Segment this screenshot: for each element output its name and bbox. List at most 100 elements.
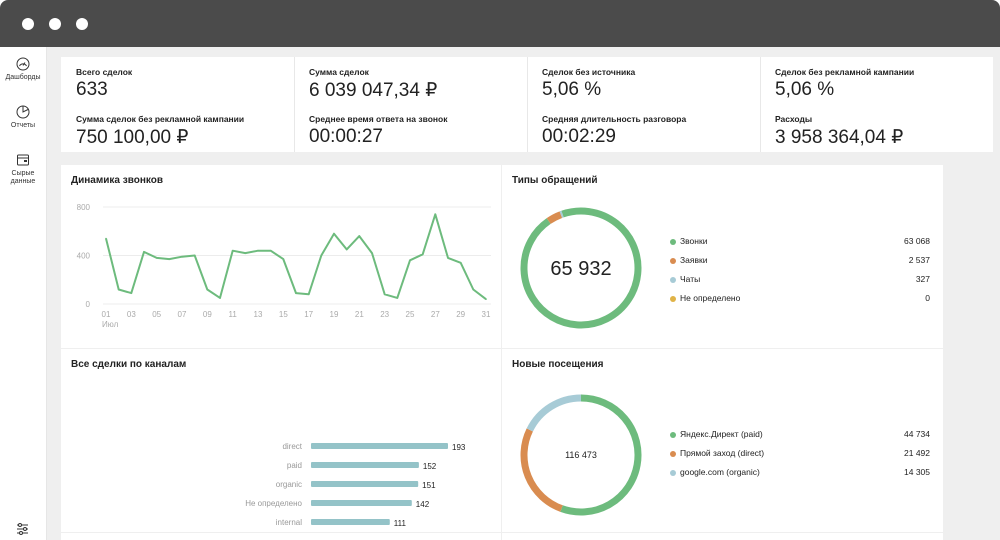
kpi-value: 633 (76, 79, 108, 100)
donut-center-total: 116 473 (565, 450, 597, 460)
calls-point (105, 237, 107, 240)
legend-value: 2 537 (908, 255, 930, 265)
kpi-label: Сделок без источника (542, 67, 636, 77)
legend-value: 21 492 (904, 448, 930, 458)
donut-slice (520, 428, 563, 512)
x-tick-label: 27 (431, 310, 440, 319)
calls-point (434, 213, 437, 216)
window-titlebar (0, 0, 1000, 47)
calls-line-chart: 0 400 800 01 03 05 07 09 11 13 15 17 19 21 23 25 27 29 31 И… (77, 203, 491, 329)
kpi-expenses: Расходы 3 958 364,04 ₽ (760, 104, 993, 151)
legend-label: Чаты (680, 274, 701, 284)
calls-point (295, 292, 297, 294)
kpi-label: Средняя длительность разговора (542, 114, 687, 124)
bar-value-label: 152 (423, 462, 437, 471)
card-title: Все сделки по каналам (71, 359, 187, 370)
window-close-dot[interactable] (22, 18, 34, 30)
donut-slice (520, 207, 642, 329)
x-tick-label: 29 (456, 310, 465, 319)
kpi-value: 00:00:27 (309, 126, 383, 147)
new-visits-donut-chart: 116 473 (520, 394, 642, 516)
kpi-label: Сделок без рекламной кампании (775, 67, 915, 77)
card-title: Типы обращений (512, 175, 598, 186)
kpi-sum-no-campaign: Сумма сделок без рекламной кампании 750 … (61, 104, 294, 151)
legend-item[interactable]: Яндекс.Директ (paid) 44 734 (670, 429, 930, 441)
sidebar-item-raw-data[interactable]: Сырые данные (0, 153, 46, 186)
legend-label: Яндекс.Директ (paid) (680, 429, 763, 439)
settings-sliders-icon[interactable] (16, 523, 29, 535)
bar-value-label: 142 (416, 500, 430, 509)
bar (311, 443, 448, 449)
bar (311, 481, 419, 487)
bar-category-label: paid (287, 461, 302, 470)
legend-value: 14 305 (904, 467, 930, 477)
request-types-donut-chart: 65 932 (520, 207, 642, 329)
legend-dot (670, 296, 676, 302)
kpi-deals-no-campaign: Сделок без рекламной кампании 5,06 % (760, 57, 993, 104)
legend-label: Не определено (680, 293, 741, 303)
kpi-value: 6 039 047,34 ₽ (309, 80, 438, 101)
kpi-avg-call-duration: Средняя длительность разговора 00:02:29 (527, 104, 760, 151)
sidebar-item-reports[interactable]: Отчеты (0, 105, 46, 130)
legend-item[interactable]: Звонки 63 068 (670, 236, 930, 248)
legend-item[interactable]: Прямой заход (direct) 21 492 (670, 448, 930, 460)
x-tick-label: 03 (127, 310, 136, 319)
legend-dot (670, 258, 676, 264)
calls-point (459, 261, 462, 264)
calls-point (358, 235, 361, 237)
legend-label: google.com (organic) (680, 467, 760, 477)
bar-category-label: organic (276, 480, 302, 489)
card-calls-dynamics: Динамика звонков 0 400 800 01 03 05 07 09 11 13 15… (61, 165, 501, 348)
window-minimize-dot[interactable] (49, 18, 61, 30)
card-request-types: Типы обращений 65 932 Звонки 63 068 Заявки… (502, 165, 943, 348)
kpi-label: Всего сделок (76, 67, 133, 77)
bar-value-label: 151 (422, 481, 436, 490)
x-tick-label: 01 (102, 310, 111, 319)
sidebar-item-label: данные (10, 178, 36, 185)
card-title: Новые посещения (512, 359, 604, 370)
dashboard-icon (16, 57, 30, 71)
calls-point (257, 249, 259, 252)
sidebar-item-dashboards[interactable]: Дашборды (0, 57, 46, 82)
bar-category-label: internal (276, 518, 302, 527)
kpi-value: 750 100,00 ₽ (76, 127, 189, 148)
calls-series-line (105, 213, 487, 300)
legend-dot (670, 239, 676, 245)
calls-point (269, 249, 272, 252)
x-tick-label: 07 (178, 310, 187, 319)
kpi-label: Среднее время ответа на звонок (309, 114, 448, 124)
calls-point (206, 288, 209, 291)
calls-point (472, 288, 475, 291)
legend-item[interactable]: Чаты 327 (670, 274, 930, 286)
sidebar-item-label: Сырые (11, 170, 35, 177)
card-partial (61, 533, 501, 540)
kpi-value: 5,06 % (775, 79, 835, 100)
x-tick-label: 13 (254, 310, 263, 319)
legend-dot (670, 451, 676, 457)
donut-center-total: 65 932 (550, 258, 611, 280)
sidebar-item-label: Дашборды (5, 74, 41, 81)
deals-by-channel-bar-chart: direct 193 paid 152 organic 151 Не определено 1… (245, 442, 466, 528)
calls-point (485, 298, 487, 300)
sidebar-item-label: Отчеты (10, 122, 36, 129)
bar (311, 519, 390, 525)
legend-item[interactable]: google.com (organic) 14 305 (670, 467, 930, 479)
legend-value: 63 068 (904, 236, 930, 246)
kpi-deals-no-source: Сделок без источника 5,06 % (527, 57, 760, 104)
kpi-divider (760, 57, 761, 152)
kpi-value: 00:02:29 (542, 126, 616, 147)
legend-item[interactable]: Не определено 0 (670, 293, 930, 305)
legend-label: Заявки (680, 255, 708, 265)
calls-point (383, 293, 386, 296)
calls-point (320, 254, 323, 257)
main-content: Всего сделок 633 Сумма сделок 6 039 047,… (47, 47, 1000, 540)
kpi-divider (527, 57, 528, 152)
window-maximize-dot[interactable] (76, 18, 88, 30)
donut-slice (526, 394, 582, 432)
calls-point (333, 232, 335, 235)
kpi-value: 5,06 % (542, 79, 602, 100)
legend-dot (670, 432, 676, 438)
legend-item[interactable]: Заявки 2 537 (670, 255, 930, 267)
legend-value: 44 734 (904, 429, 930, 439)
calls-point (244, 252, 247, 254)
